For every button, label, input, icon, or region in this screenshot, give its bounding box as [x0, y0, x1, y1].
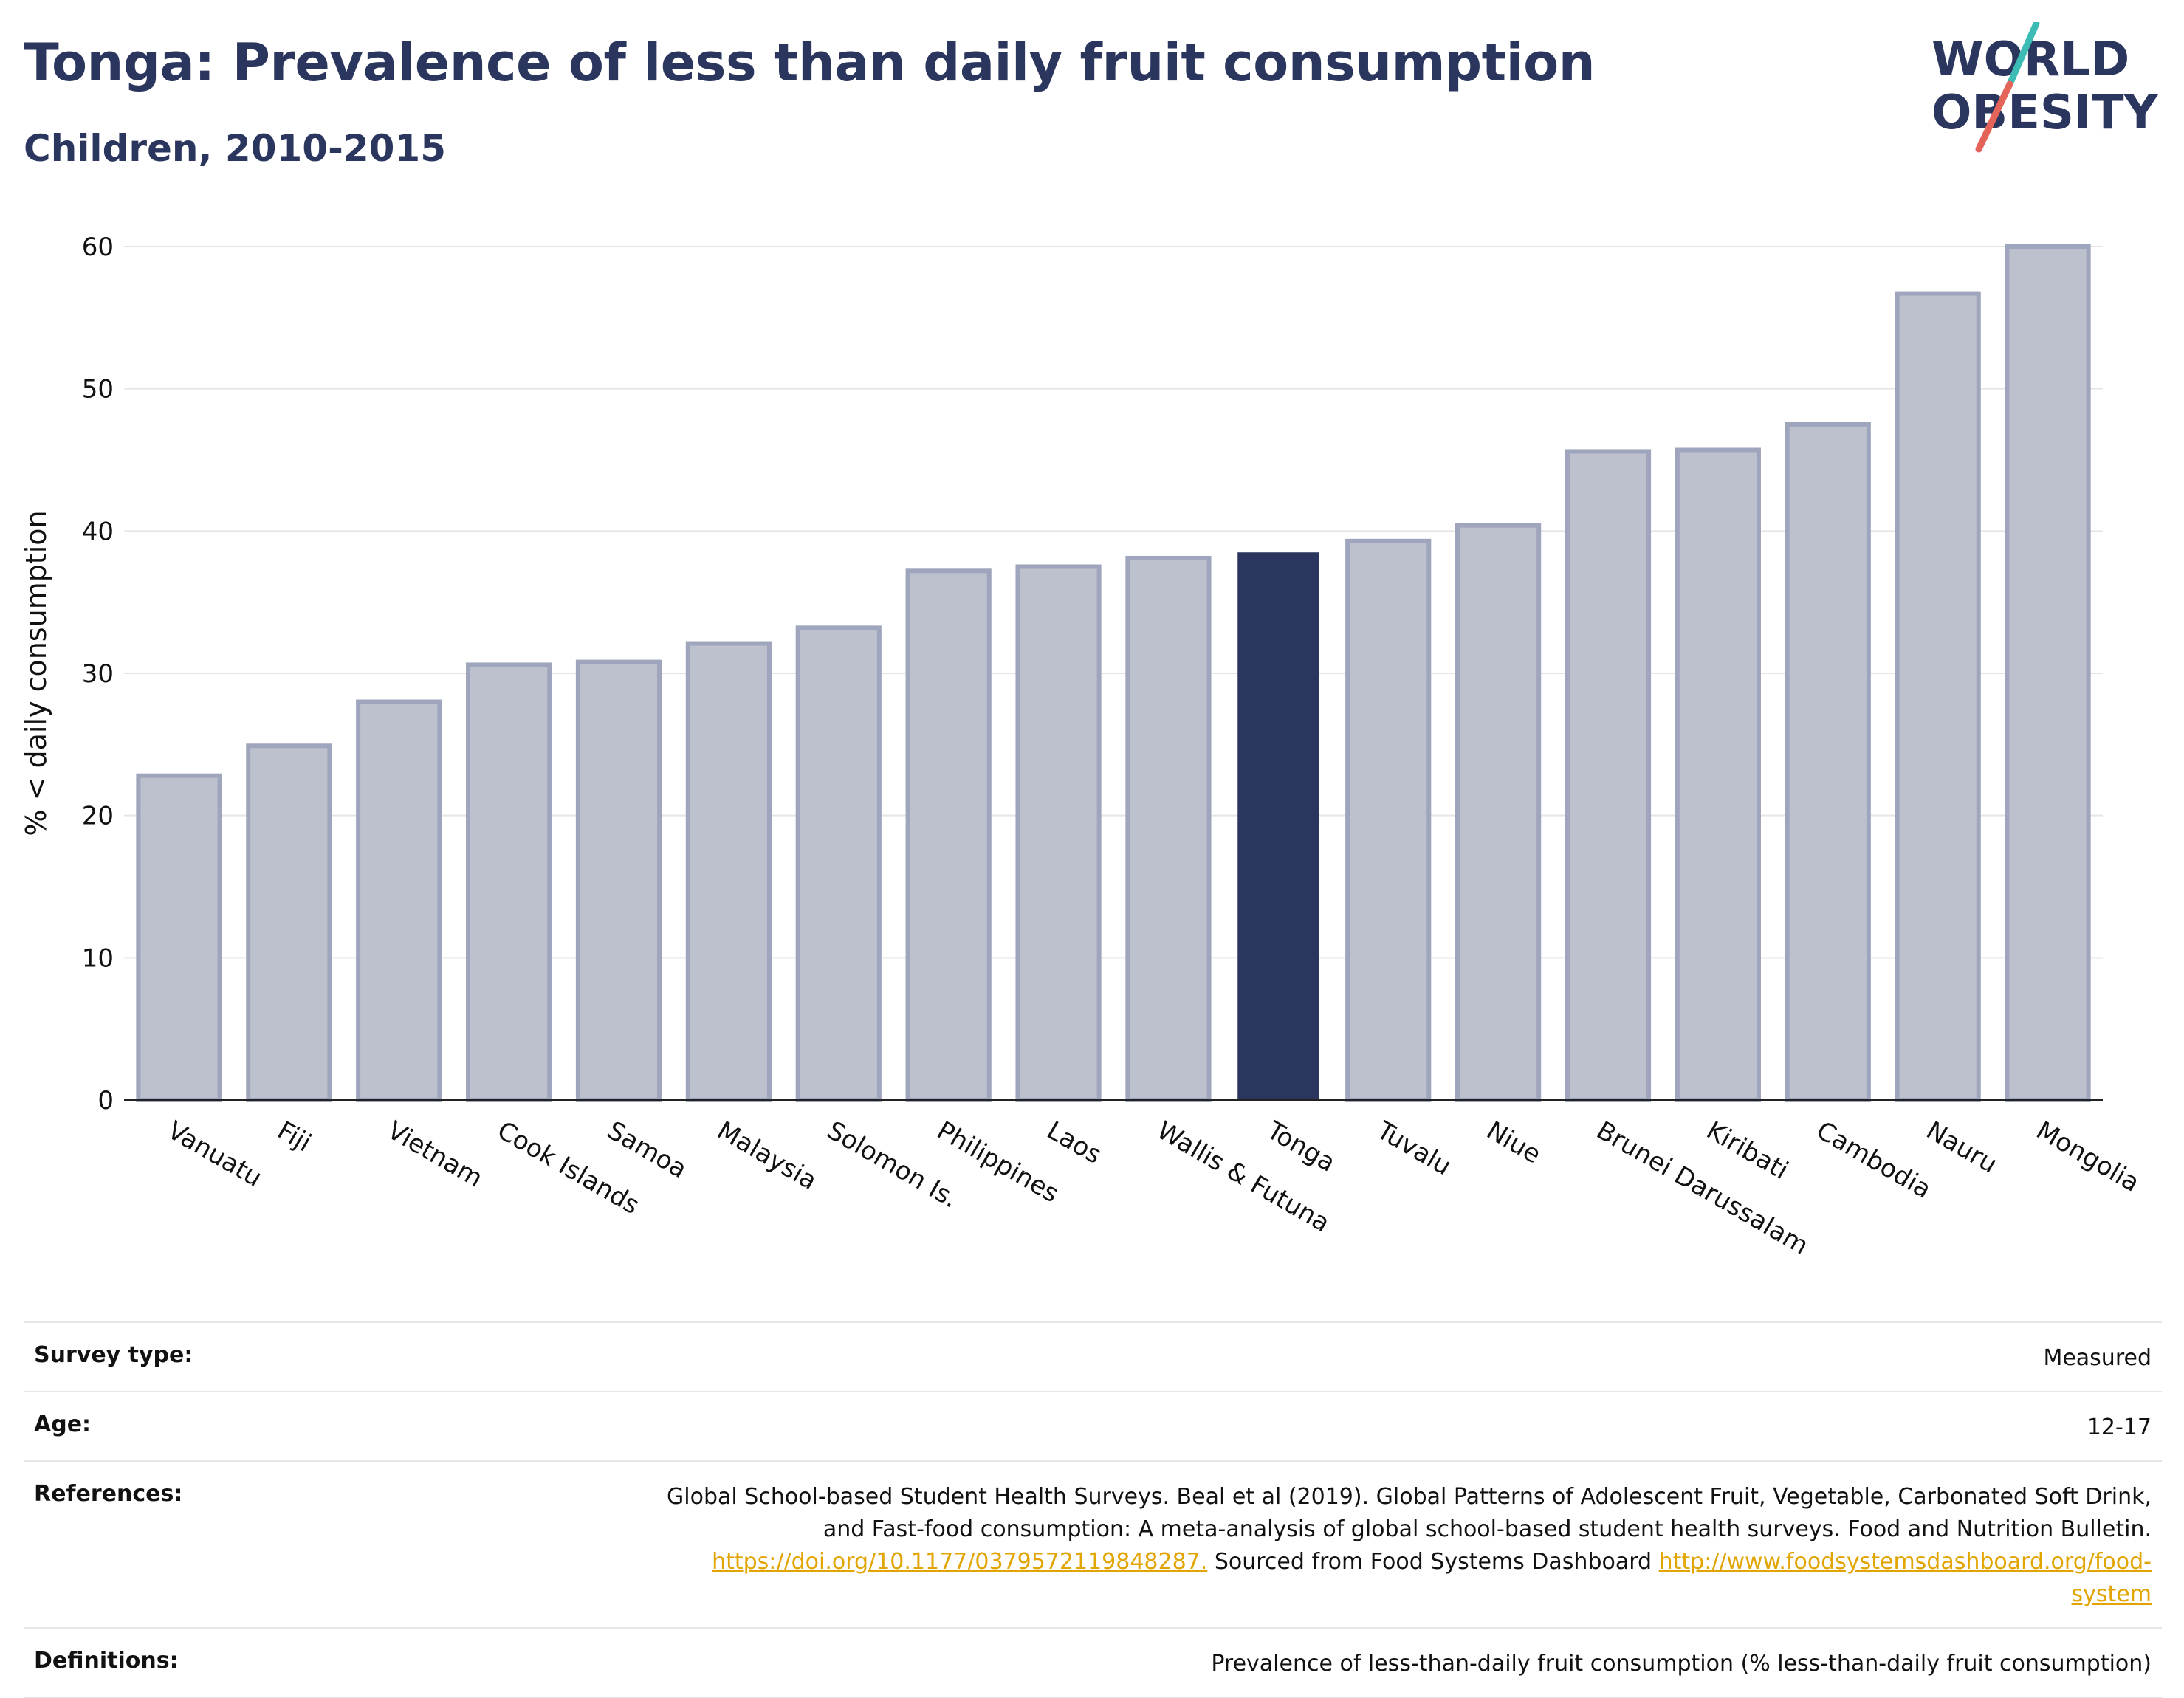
dashboard-link-part2[interactable]: system: [2071, 1581, 2152, 1607]
bar-malaysia[interactable]: [685, 641, 772, 1102]
dashboard-link-part1[interactable]: http://www.foodsystemsdashboard.org/food…: [1658, 1549, 2152, 1575]
x-tick-label: Malaysia: [712, 1116, 822, 1196]
bar-mongolia[interactable]: [2005, 244, 2091, 1102]
bar-solomon-is-[interactable]: [795, 625, 882, 1102]
age-row: Age: 12-17: [24, 1392, 2162, 1462]
world-obesity-logo: WORLD OBESITY: [1931, 22, 2158, 153]
survey-type-value: Measured: [2043, 1345, 2152, 1371]
x-tick-label: Fiji: [272, 1116, 316, 1158]
logo-line2: OBESITY: [1931, 86, 2158, 140]
age-label: Age:: [34, 1412, 92, 1437]
bar-layer: [136, 244, 2091, 1103]
grid-layer: [124, 246, 2103, 959]
x-tick-label: Tuvalu: [1371, 1116, 1456, 1182]
y-axis-title: % < daily consumption: [20, 510, 52, 836]
bar-kiribati[interactable]: [1675, 447, 1761, 1103]
bar-cambodia[interactable]: [1785, 422, 1871, 1103]
bar-brunei-darussalam[interactable]: [1565, 449, 1652, 1102]
references-label: References:: [34, 1481, 183, 1507]
x-tick-label: Nauru: [1921, 1116, 2002, 1179]
y-tick-label: 10: [82, 943, 114, 973]
chart-title: Tonga: Prevalence of less than daily fru…: [24, 32, 1596, 93]
definitions-row: Definitions: Prevalence of less-than-dai…: [24, 1629, 2162, 1698]
bar-philippines[interactable]: [905, 568, 992, 1102]
info-table: Survey type: Measured Age: 12-17 Referen…: [24, 1321, 2162, 1698]
bar-cook-islands[interactable]: [466, 662, 552, 1102]
y-tick-label: 50: [82, 375, 114, 405]
y-tick-label: 60: [82, 233, 114, 262]
references-row: References: Global School-based Student …: [24, 1462, 2162, 1629]
logo-coral-slash: [1975, 80, 2013, 153]
x-tick-label: Mongolia: [2031, 1116, 2144, 1198]
x-tick-label: Vanuatu: [162, 1116, 267, 1193]
x-tick-label: Vietnam: [382, 1116, 488, 1194]
bar-tonga[interactable]: [1237, 552, 1319, 1100]
references-line1: Global School-based Student Health Surve…: [667, 1484, 2152, 1510]
bar-wallis-futuna[interactable]: [1125, 555, 1212, 1102]
x-tick-label: Tonga: [1261, 1116, 1340, 1178]
references-mid: Sourced from Food Systems Dashboard: [1207, 1549, 1659, 1575]
chart-subtitle: Children, 2010-2015: [24, 127, 446, 170]
age-value: 12-17: [2087, 1415, 2152, 1440]
x-tick-label: Kiribati: [1701, 1116, 1793, 1186]
bar-vanuatu[interactable]: [136, 773, 222, 1102]
references-line2: and Fast-food consumption: A meta-analys…: [823, 1516, 2152, 1542]
bar-vietnam[interactable]: [356, 699, 442, 1102]
bar-laos[interactable]: [1015, 564, 1102, 1102]
bar-nauru[interactable]: [1895, 291, 1981, 1103]
doi-link[interactable]: https://doi.org/10.1177/0379572119848287…: [712, 1549, 1208, 1575]
definitions-value: Prevalence of less-than-daily fruit cons…: [1211, 1651, 2152, 1677]
x-tick-label: Laos: [1042, 1116, 1107, 1170]
bar-niue[interactable]: [1455, 523, 1542, 1103]
references-value: Global School-based Student Health Surve…: [667, 1481, 2152, 1611]
survey-type-label: Survey type:: [34, 1342, 193, 1368]
logo-teal-slash: [2006, 22, 2040, 88]
x-tick-label: Cambodia: [1811, 1116, 1936, 1205]
x-tick-label: Samoa: [602, 1116, 692, 1184]
y-tick-label: 40: [82, 517, 114, 546]
x-tick-label: Niue: [1482, 1116, 1546, 1169]
bar-samoa[interactable]: [575, 659, 662, 1102]
survey-type-row: Survey type: Measured: [24, 1323, 2162, 1392]
definitions-label: Definitions:: [34, 1648, 179, 1674]
y-tick-label: 20: [82, 802, 114, 831]
bar-fiji[interactable]: [246, 743, 332, 1102]
y-tick-label: 0: [97, 1086, 114, 1116]
y-tick-label: 30: [82, 659, 114, 689]
bar-tuvalu[interactable]: [1345, 538, 1432, 1102]
x-tick-label: Brunei Darussalam: [1592, 1116, 1813, 1261]
